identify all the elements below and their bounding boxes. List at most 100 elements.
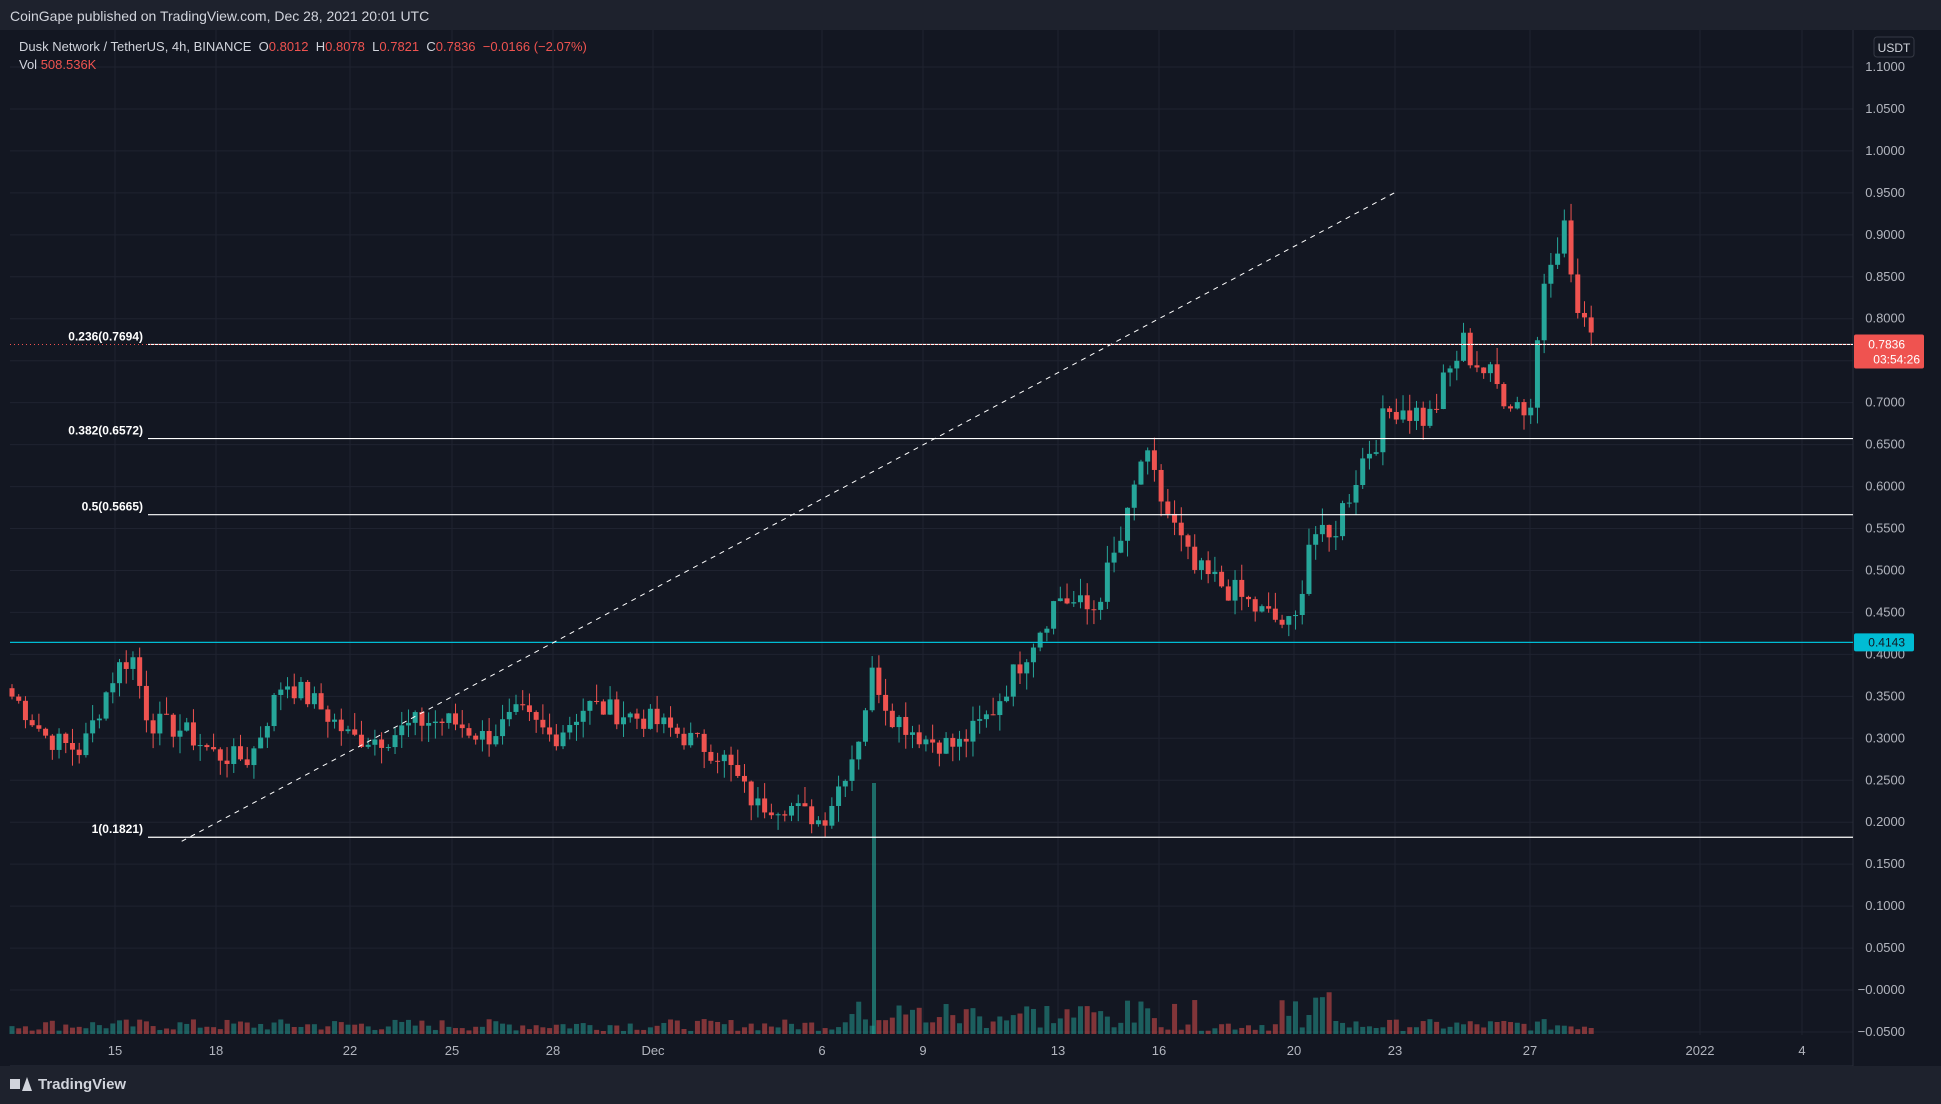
tradingview-logo[interactable]: TradingView <box>10 1076 126 1093</box>
time-tick-label: 23 <box>1388 1043 1402 1058</box>
chart-area[interactable] <box>10 30 1941 1066</box>
price-tick-label: 1.1000 <box>1865 59 1905 74</box>
candle-body <box>244 759 250 766</box>
volume-bar <box>473 1026 479 1034</box>
price-tick-label: 0.2500 <box>1865 772 1905 787</box>
time-tick-label: 20 <box>1287 1043 1301 1058</box>
volume-bar <box>1145 1008 1151 1034</box>
volume-bar <box>896 1005 902 1034</box>
candle-body <box>432 721 438 724</box>
volume-bar <box>1044 1006 1050 1034</box>
volume-bar <box>56 1030 62 1034</box>
candle-body <box>802 803 808 807</box>
candle-body <box>567 725 573 733</box>
volume-bar <box>177 1022 183 1034</box>
candle-body <box>426 723 432 726</box>
time-tick-label: 27 <box>1523 1043 1537 1058</box>
price-tick-label: 0.4500 <box>1865 604 1905 619</box>
volume-bar <box>244 1022 250 1034</box>
volume-bar <box>385 1026 391 1034</box>
candle-body <box>237 746 243 760</box>
volume-bar <box>1118 1022 1124 1034</box>
price-tick-label: 0.9500 <box>1865 185 1905 200</box>
candle-body <box>775 814 781 816</box>
volume-bar <box>540 1027 546 1034</box>
volume-bar <box>1098 1011 1104 1034</box>
volume-bar <box>721 1024 727 1034</box>
candle-body <box>251 748 257 766</box>
volume-bar <box>1440 1028 1446 1034</box>
candle-body <box>1541 283 1547 341</box>
candle-body <box>1239 579 1245 597</box>
candle-body <box>560 732 566 747</box>
volume-bar <box>842 1022 848 1034</box>
legend-vol-label: Vol <box>19 57 41 72</box>
volume-bar <box>943 1004 949 1034</box>
candle-body <box>264 726 270 738</box>
volume-bar <box>970 1008 976 1034</box>
volume-bar <box>1205 1030 1211 1034</box>
volume-bar <box>1514 1022 1520 1034</box>
volume-bar <box>1272 1024 1278 1034</box>
candle-body <box>285 686 291 690</box>
volume-bar <box>237 1021 243 1034</box>
volume-bar <box>103 1028 109 1034</box>
volume-bar <box>1030 1008 1036 1034</box>
candle-body <box>1084 595 1090 610</box>
candle-body <box>708 751 714 761</box>
volume-bar <box>1366 1026 1372 1034</box>
candle-body <box>36 725 42 729</box>
candle-body <box>506 711 512 720</box>
volume-bar <box>641 1029 647 1034</box>
volume-bar <box>493 1021 499 1034</box>
time-tick-label: 13 <box>1051 1043 1065 1058</box>
candle-body <box>741 775 747 782</box>
volume-bar <box>674 1020 680 1034</box>
volume-bar <box>930 1022 936 1034</box>
candle-body <box>647 708 653 729</box>
fib-level-label: 0.5(0.5665) <box>82 500 143 514</box>
volume-bar <box>1555 1025 1561 1034</box>
candle-body <box>29 720 35 726</box>
candle-body <box>1245 596 1251 600</box>
price-tick-label: 0.1500 <box>1865 856 1905 871</box>
candle-body <box>1051 601 1057 629</box>
volume-bar <box>1239 1027 1245 1034</box>
candle-body <box>385 747 391 749</box>
volume-bar <box>96 1025 102 1034</box>
candle-body <box>1225 586 1231 601</box>
footer-bar: TradingView <box>0 1066 1941 1104</box>
candle-body <box>325 709 331 722</box>
candle-body <box>311 693 317 705</box>
volume-bar <box>157 1029 163 1034</box>
volume-bar <box>634 1029 640 1034</box>
currency-label: USDT <box>1878 41 1911 55</box>
candle-body <box>829 805 835 826</box>
currency-box[interactable] <box>1873 36 1915 58</box>
candle-body <box>1185 535 1191 547</box>
candle-body <box>1434 408 1440 410</box>
volume-bar <box>1528 1030 1534 1034</box>
candle-body <box>1077 595 1083 603</box>
publisher-bar: CoinGape published on TradingView.com, D… <box>0 0 1941 30</box>
volume-bar <box>1125 1000 1131 1034</box>
candle-body <box>1501 384 1507 407</box>
volume-bar <box>318 1029 324 1034</box>
time-tick-label: 6 <box>818 1043 825 1058</box>
candle-body <box>621 717 627 725</box>
candle-body <box>513 704 519 712</box>
volume-bar <box>466 1030 472 1034</box>
candle-body <box>405 722 411 726</box>
volume-bar <box>809 1022 815 1034</box>
volume-bar <box>889 1017 895 1034</box>
candle-body <box>1138 461 1144 485</box>
candle-body <box>849 759 855 781</box>
price-axis-panel[interactable] <box>1853 30 1941 1066</box>
candle-body <box>83 733 89 756</box>
candle-body <box>1024 662 1030 674</box>
candle-body <box>762 798 768 813</box>
volume-bar <box>916 1007 922 1034</box>
candle-body <box>22 700 28 721</box>
volume-bar <box>1326 992 1332 1034</box>
